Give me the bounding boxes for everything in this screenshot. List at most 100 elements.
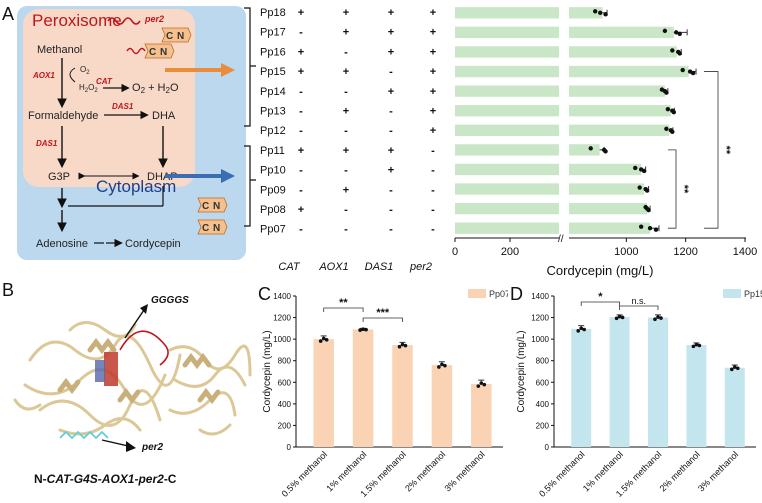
strain-mark: - xyxy=(431,145,435,157)
replicate-dot xyxy=(321,336,326,341)
bar-break-gap xyxy=(559,45,569,59)
y-tick-label: 1200 xyxy=(273,314,291,323)
significance-bracket xyxy=(580,301,620,306)
metabolite-cordycepin: Cordycepin xyxy=(125,238,181,250)
strain-name: Pp17 xyxy=(260,27,286,39)
strain-mark: - xyxy=(344,204,348,216)
strain-mark: - xyxy=(299,125,303,137)
per2-helix xyxy=(59,430,109,440)
gene-column-header: AOX1 xyxy=(318,261,348,273)
strain-mark: - xyxy=(299,106,303,118)
y-tick-label: 200 xyxy=(536,421,550,430)
x-tick-label: 200 xyxy=(501,246,519,258)
axis-break-mark: // xyxy=(558,234,564,245)
panel-label-d: D xyxy=(510,284,523,304)
legend-swatch xyxy=(468,289,486,298)
bar-break-gap xyxy=(559,64,569,79)
replicate-dot xyxy=(697,343,702,348)
bar-Pp18 xyxy=(455,7,603,19)
replicate-dot xyxy=(403,343,408,348)
gene-column-header: per2 xyxy=(409,261,432,273)
bar-break-gap xyxy=(559,104,569,118)
per2-structure-label: per2 xyxy=(142,442,164,453)
replicate-dot xyxy=(582,327,586,332)
x-tick-label: 3% methanol xyxy=(696,449,740,493)
strain-mark: + xyxy=(388,86,394,98)
panel-label-a: A xyxy=(2,4,15,24)
svg-text:O2: O2 xyxy=(80,65,90,76)
strain-mark: + xyxy=(430,7,436,19)
replicate-dot xyxy=(364,327,368,332)
strain-mark: + xyxy=(343,184,349,196)
strain-mark: - xyxy=(389,125,393,137)
strain-mark: - xyxy=(344,125,348,137)
bar-break-gap xyxy=(559,162,569,177)
strain-mark: - xyxy=(389,204,393,216)
strain-name: Pp16 xyxy=(260,46,286,58)
significance-bracket xyxy=(362,317,403,322)
x-tick-label: 0.5% methanol xyxy=(280,449,330,499)
strain-mark: - xyxy=(299,27,303,39)
significance-label: n.s. xyxy=(632,296,647,306)
x-axis-title: Cordycepin (mg/L) xyxy=(547,263,654,278)
replicate-dot xyxy=(671,110,676,115)
strain-name: Pp13 xyxy=(260,106,286,118)
bar-Pp10 xyxy=(455,163,642,176)
replicate-dot xyxy=(673,30,679,35)
protein-tag-4: C N xyxy=(197,219,228,235)
bar-Pp07 xyxy=(455,222,651,234)
significance-bracket xyxy=(704,71,719,229)
chart-c: 0 200 400 600 800 1000 1200 1400 Cordycepin (mg/… xyxy=(262,289,508,499)
cytoplasm-label: Cytoplasm xyxy=(96,177,176,196)
strain-mark: - xyxy=(344,86,348,98)
strain-name: Pp11 xyxy=(260,145,285,157)
replicate-dot xyxy=(579,326,583,331)
metabolite-dha: DHA xyxy=(152,110,176,122)
strain-mark: + xyxy=(298,7,304,19)
pointer-arrows xyxy=(165,63,235,183)
replicate-dot xyxy=(736,366,740,371)
strain-mark: - xyxy=(431,224,435,236)
replicate-dot xyxy=(614,316,619,321)
strain-name: Pp08 xyxy=(260,204,286,216)
svg-text:C: C xyxy=(202,223,209,234)
y-tick-label: 1200 xyxy=(531,314,549,323)
enzyme-das1-top: DAS1 xyxy=(112,102,134,111)
significance-label: ** xyxy=(678,185,690,194)
strain-mark: - xyxy=(389,224,393,236)
significance-label: *** xyxy=(376,307,390,319)
strain-name: Pp14 xyxy=(260,86,286,98)
significance-label: ** xyxy=(339,297,348,309)
protein-tag-2: C N xyxy=(144,43,175,59)
protein-structure-image xyxy=(13,304,252,452)
strain-mark: - xyxy=(299,184,303,196)
gene-column-header: CAT xyxy=(278,261,300,273)
strain-mark: + xyxy=(430,27,436,39)
strain-mark: + xyxy=(298,145,304,157)
strain-name: Pp12 xyxy=(260,125,286,137)
strain-mark: + xyxy=(430,46,436,58)
strain-name: Pp07 xyxy=(260,224,286,236)
strain-mark: + xyxy=(298,204,304,216)
replicate-dot xyxy=(644,188,650,193)
strain-mark: - xyxy=(431,204,435,216)
replicate-dot xyxy=(479,381,484,385)
x-tick-label: 2% methanol xyxy=(403,449,447,493)
replicate-dot xyxy=(653,317,657,321)
metabolite-methanol: Methanol xyxy=(37,44,82,56)
strain-mark: - xyxy=(389,66,393,78)
replicate-dot xyxy=(361,327,365,332)
replicate-dot xyxy=(664,126,669,131)
y-tick-label: 600 xyxy=(536,378,550,387)
strain-name: Pp09 xyxy=(260,184,286,196)
strain-mark: + xyxy=(343,27,349,39)
legend-swatch xyxy=(723,289,741,298)
significance-label: ** xyxy=(720,146,732,155)
x-tick-label: 0 xyxy=(452,246,458,258)
replicate-dot xyxy=(638,224,644,229)
bar-Pp15 xyxy=(455,65,689,78)
y-tick-label: 1000 xyxy=(273,335,291,344)
replicate-dot xyxy=(665,107,671,112)
strain-mark: - xyxy=(344,224,348,236)
strain-name: Pp18 xyxy=(260,7,286,19)
